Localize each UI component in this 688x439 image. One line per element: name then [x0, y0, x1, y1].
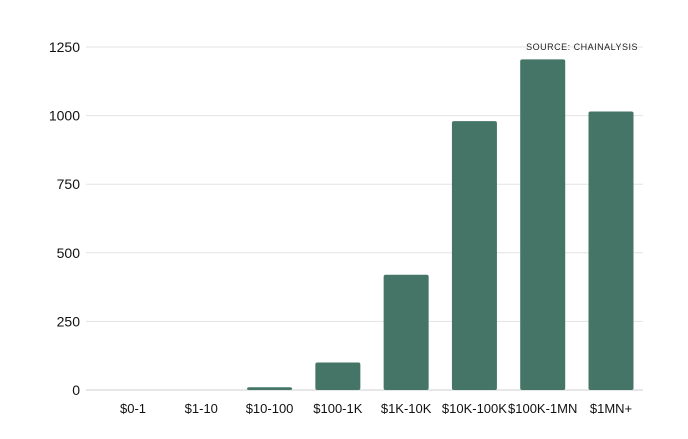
source-label: SOURCE: CHAINALYSIS	[526, 42, 638, 52]
x-tick-label: $1-10	[185, 401, 218, 416]
y-tick-label: 750	[57, 176, 81, 192]
x-tick-label: $1K-10K	[381, 401, 432, 416]
x-tick-label: $10-100	[246, 401, 294, 416]
x-tick-label: $100-1K	[313, 401, 362, 416]
y-tick-label: 0	[72, 382, 80, 398]
y-axis: 0 250 500 750 1000 1250	[49, 39, 80, 398]
bar-3	[315, 362, 361, 390]
x-axis: $0-1 $1-10 $10-100 $100-1K $1K-10K $10K-100K $…	[120, 401, 632, 416]
x-tick-label: $1MN+	[590, 401, 632, 416]
bar-7	[588, 111, 634, 390]
bar-6	[520, 59, 566, 391]
x-tick-label: $100K-1MN	[508, 401, 577, 416]
y-tick-label: 250	[57, 313, 81, 329]
y-tick-label: 1000	[49, 108, 80, 124]
y-tick-label: 1250	[49, 39, 80, 55]
x-tick-label: $0-1	[120, 401, 146, 416]
bar-5	[451, 121, 497, 390]
x-tick-label: $10K-100K	[442, 401, 507, 416]
y-tick-label: 500	[57, 245, 81, 261]
bar-2	[247, 387, 293, 390]
bars	[247, 59, 634, 391]
bar-4	[383, 274, 429, 390]
